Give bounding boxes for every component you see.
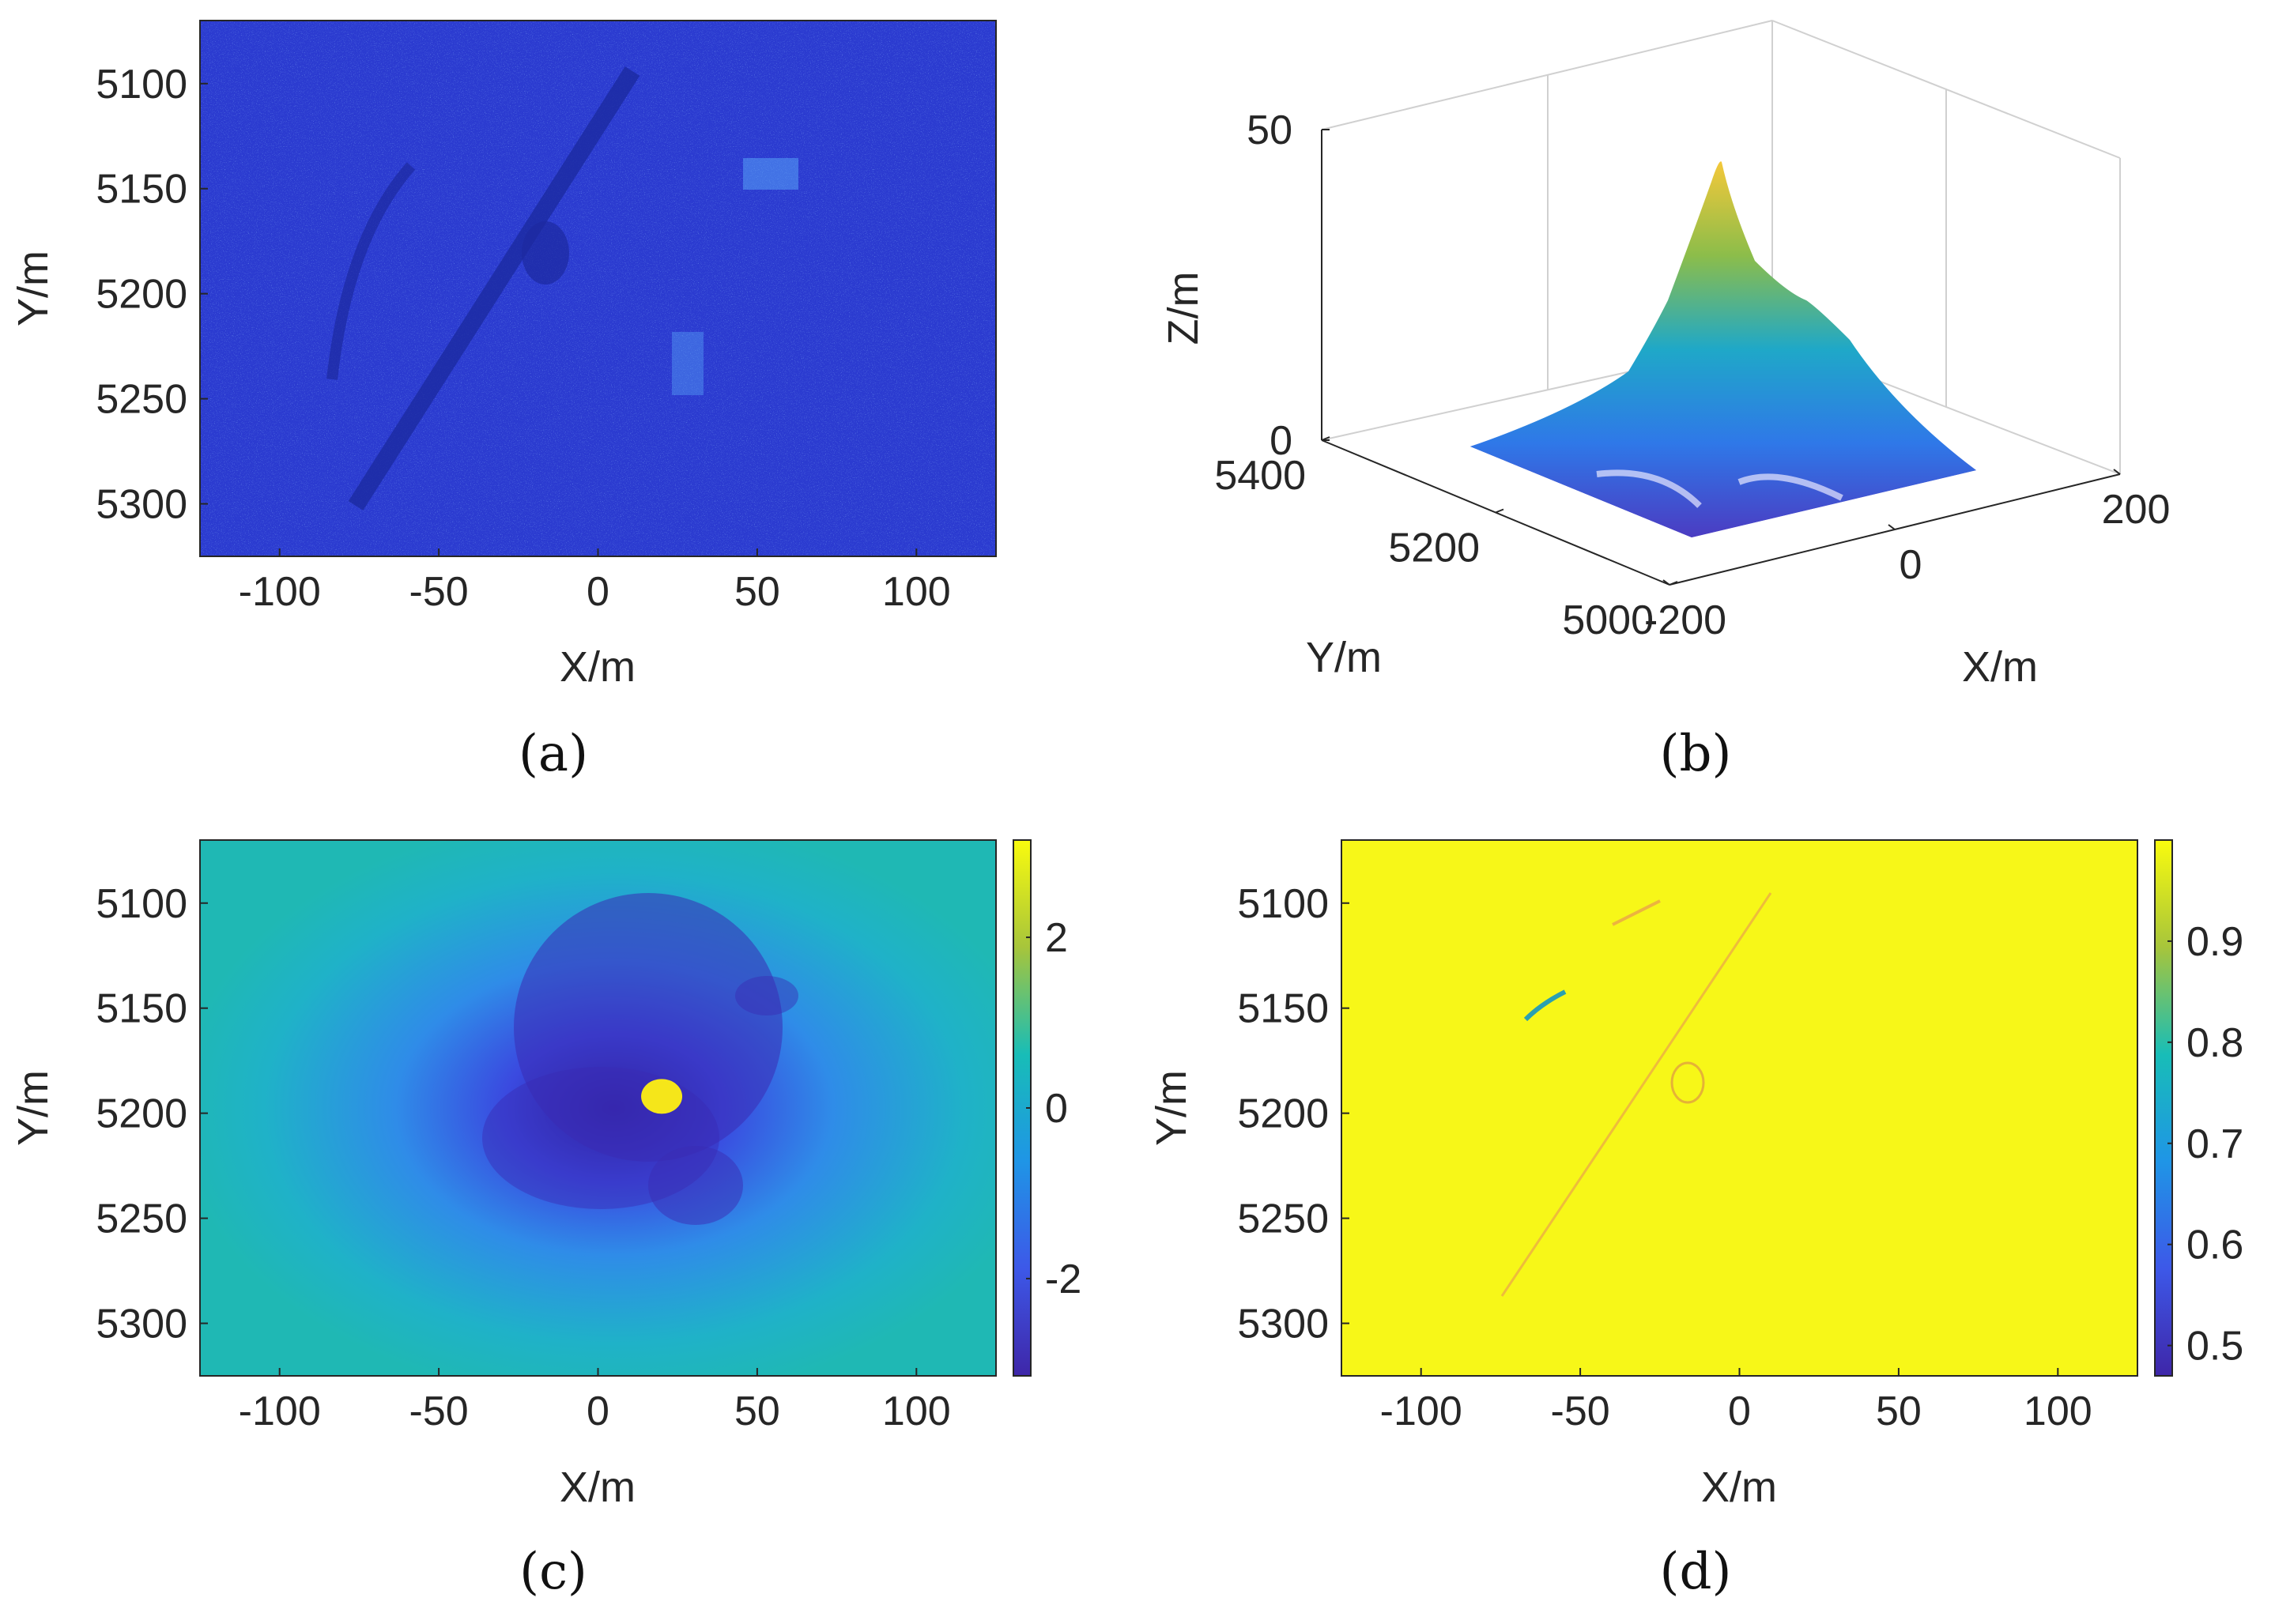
heatmap-a-bright-patch [743, 158, 798, 190]
heatmap-a-speckle [200, 21, 996, 556]
ytick-mark [1495, 508, 1504, 514]
ytick-mark [1321, 436, 1330, 441]
features-c [641, 1079, 683, 1114]
caption-a: (a) [519, 725, 588, 783]
ytick-label: 5250 [96, 377, 187, 423]
colorbar-tick-label: -2 [1045, 1257, 1081, 1302]
xtick-mark [1888, 524, 1896, 530]
ticks-a: -100 -50 0 50 100 5100 5150 5200 5250 5300 [96, 62, 950, 615]
xtick-label: 0 [1728, 1389, 1751, 1434]
caption-d: (d) [1660, 1543, 1732, 1601]
ylabel-d: Y/m [1148, 1070, 1195, 1146]
surface-b-highlight [1596, 469, 1843, 508]
xtick-label: 100 [2024, 1389, 2092, 1434]
ytick-label: 5250 [1237, 1196, 1329, 1242]
ticks-c: -100 -50 0 50 100 5100 5150 5200 5250 5300 -2 0 2 [96, 881, 1081, 1434]
xtick-mark [1662, 579, 1670, 586]
ytick-label: 5150 [1237, 986, 1329, 1032]
heatmap-d-line [1500, 892, 1772, 1297]
ylabel-a: Y/m [9, 251, 57, 326]
heatmap-d-line [1523, 989, 1567, 1022]
zlabel-b: Z/m [1160, 272, 1207, 345]
heatmap-a-bright-patch [672, 332, 704, 395]
ticks-d: -100 -50 0 50 100 5100 5150 5200 5250 5300 0.5 0.6 0… [1237, 881, 2243, 1434]
colorbar-tick-label: 0 [1045, 1086, 1068, 1132]
xtick-label: 200 [2102, 487, 2171, 533]
heatmap-d-ring [1670, 1061, 1705, 1104]
colorbar-tick-label: 0.8 [2186, 1020, 2243, 1066]
xlabel-a: X/m [560, 643, 636, 691]
ytick-label: 5200 [96, 272, 187, 318]
xtick-label: -50 [1551, 1389, 1610, 1434]
ytick-label: 5200 [96, 1091, 187, 1137]
ytick-label: 5200 [1237, 1091, 1329, 1137]
ylabel-b: Y/m [1306, 634, 1382, 681]
colorbar-tick-label: 2 [1045, 915, 1068, 961]
xtick-label: -200 [1644, 597, 1726, 643]
ytick-label: 5000 [1562, 597, 1654, 643]
panel-d: -100 -50 0 50 100 5100 5150 5200 5250 5300 0.5 0.6 0… [1148, 839, 2243, 1601]
heatmap-c-dark-lobe [514, 893, 783, 1162]
colorbar-tick-label: 0.6 [2186, 1223, 2243, 1268]
colorbar-tick-label: 0.5 [2186, 1324, 2243, 1370]
xtick-label: 0 [587, 569, 609, 615]
surface-b-gridbox [1321, 20, 2121, 475]
xtick-label: 50 [734, 1389, 780, 1434]
xtick-label: 0 [1900, 542, 1922, 588]
xtick-label: 50 [1876, 1389, 1922, 1434]
ytick-label: 5100 [1237, 881, 1329, 927]
xtick-label: 50 [734, 569, 780, 615]
caption-c: (c) [519, 1543, 587, 1601]
xlabel-b: X/m [1962, 643, 2038, 691]
ytick-label: 5250 [96, 1196, 187, 1242]
ytick-label: 5300 [96, 1302, 187, 1347]
ytick-label: 5100 [96, 62, 187, 107]
xlabel-d: X/m [1701, 1464, 1777, 1511]
xtick-label: -50 [409, 569, 469, 615]
ytick-label: 5400 [1214, 453, 1306, 499]
heatmap-a-track [326, 162, 416, 380]
ytick-label: 5100 [96, 881, 187, 927]
ytick-label: 5300 [96, 482, 187, 528]
panel-c: -100 -50 0 50 100 5100 5150 5200 5250 5300 -2 0 2 X/… [9, 839, 1081, 1601]
ztick-label: 50 [1247, 107, 1292, 153]
xtick-label: 100 [882, 1389, 951, 1434]
heatmap-c-dark-lobe [735, 976, 798, 1015]
xtick-mark [2113, 469, 2121, 475]
panel-b: 0 50 5000 5200 5400 -200 0 200 Z/m Y/m X/m (b) [1160, 20, 2170, 783]
xtick-label: -100 [239, 1389, 321, 1434]
xtick-label: -100 [1380, 1389, 1462, 1434]
ytick-mark [1669, 581, 1678, 586]
colorbar-tick-label: 0.7 [2186, 1121, 2243, 1167]
caption-b: (b) [1660, 725, 1732, 783]
heatmap-a-dark-patch [522, 221, 569, 284]
xtick-label: 0 [587, 1389, 609, 1434]
xlabel-c: X/m [560, 1464, 636, 1511]
heatmap-d-line [1612, 899, 1661, 926]
colorbar-d [2154, 839, 2173, 1377]
ytick-label: 5300 [1237, 1302, 1329, 1347]
xtick-label: -50 [409, 1389, 469, 1434]
ylabel-c: Y/m [9, 1070, 57, 1146]
ytick-label: 5150 [96, 986, 187, 1032]
panel-a: -100 -50 0 50 100 5100 5150 5200 5250 5300 X/m Y/… [9, 20, 997, 783]
ztick-label: 0 [1270, 418, 1292, 464]
heatmap-a-road [348, 66, 640, 511]
xtick-label: 100 [882, 569, 951, 615]
heatmap-c-dark-lobe [648, 1146, 743, 1225]
xtick-label: -100 [239, 569, 321, 615]
ytick-label: 5150 [96, 167, 187, 213]
ticks-b: 0 50 5000 5200 5400 -200 0 200 [1214, 107, 2170, 643]
ytick-label: 5200 [1388, 526, 1480, 571]
colorbar-tick-label: 0.9 [2186, 919, 2243, 965]
surface-b-mountain [1470, 161, 1976, 537]
heatmap-d-background [1341, 840, 2137, 1376]
heatmap-c-hotspot [641, 1079, 683, 1114]
